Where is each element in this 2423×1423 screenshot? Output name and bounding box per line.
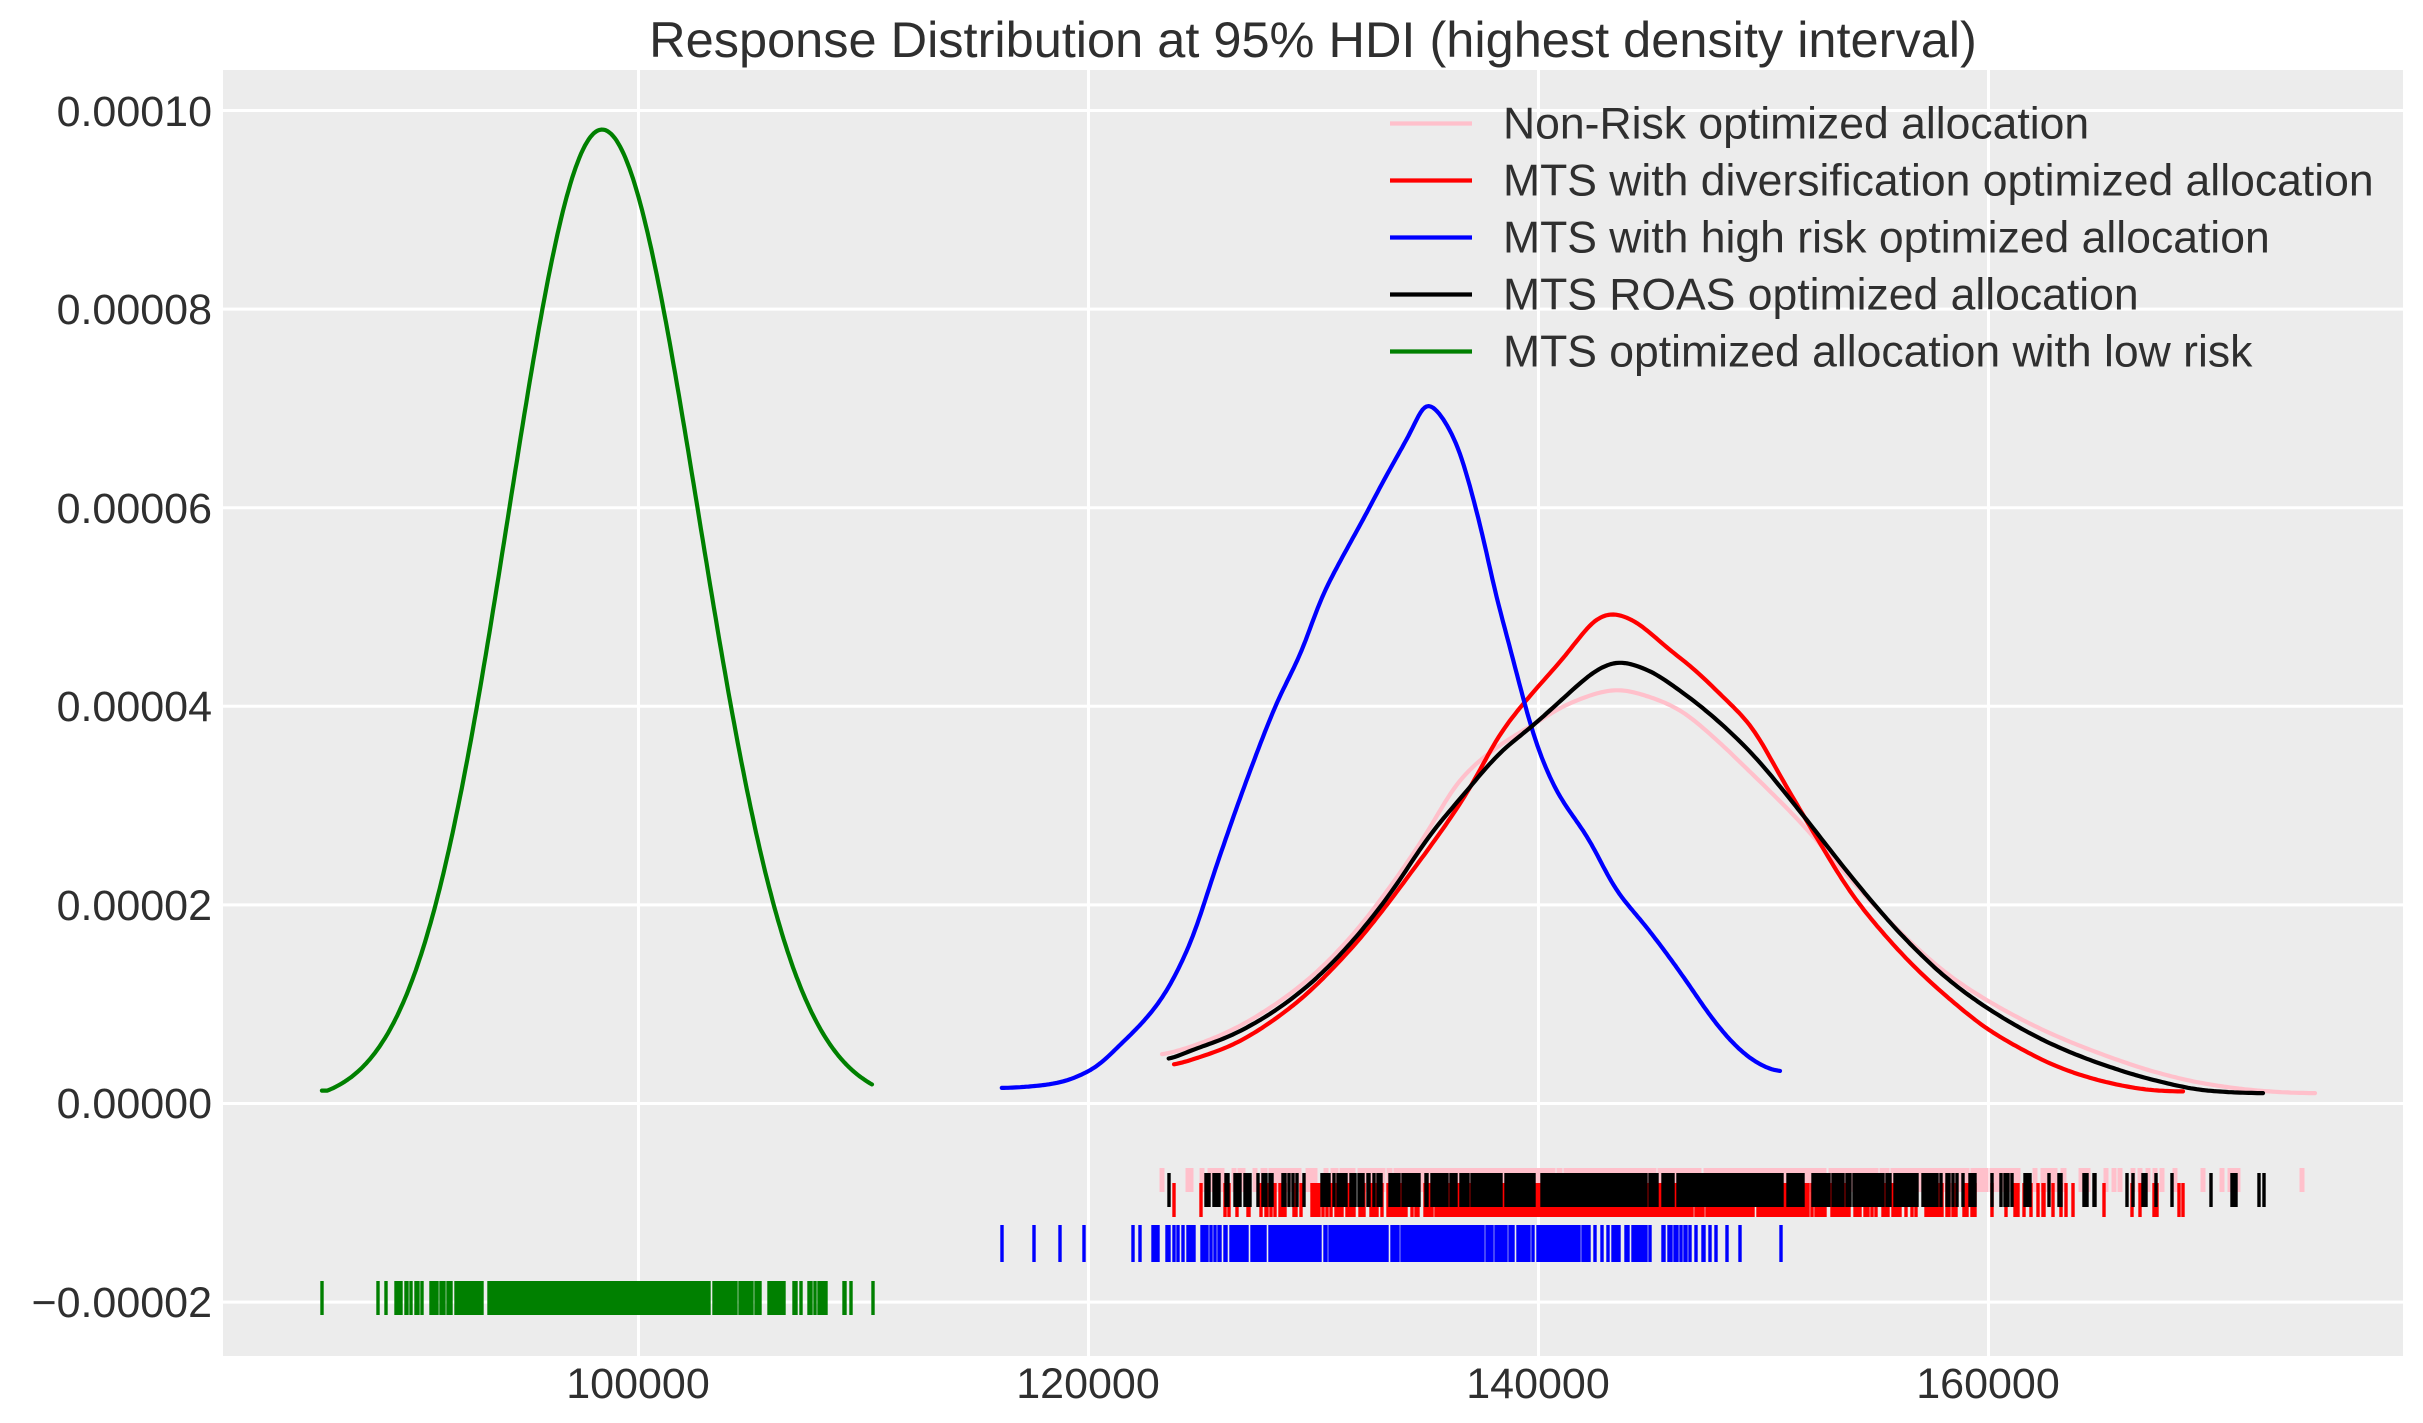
svg-text:Response Distribution at 95% H: Response Distribution at 95% HDI (highes… — [649, 11, 1977, 68]
svg-text:0.00004: 0.00004 — [57, 683, 212, 731]
svg-text:0.00008: 0.00008 — [57, 286, 212, 334]
svg-text:MTS optimized allocation with: MTS optimized allocation with low risk — [1503, 328, 2253, 377]
svg-text:160000: 160000 — [1916, 1360, 2060, 1408]
svg-text:0.00006: 0.00006 — [57, 485, 212, 533]
svg-text:100000: 100000 — [566, 1360, 710, 1408]
svg-text:140000: 140000 — [1466, 1360, 1610, 1408]
svg-text:0.00000: 0.00000 — [57, 1080, 212, 1128]
svg-text:MTS ROAS optimized allocation: MTS ROAS optimized allocation — [1503, 271, 2139, 320]
svg-text:0.00002: 0.00002 — [57, 882, 212, 930]
svg-text:−0.00002: −0.00002 — [31, 1279, 212, 1327]
svg-text:0.00010: 0.00010 — [57, 88, 212, 136]
svg-text:MTS with diversification optim: MTS with diversification optimized alloc… — [1503, 157, 2374, 206]
svg-text:120000: 120000 — [1016, 1360, 1160, 1408]
svg-text:MTS with high risk optimized a: MTS with high risk optimized allocation — [1503, 214, 2270, 263]
svg-text:Non-Risk optimized allocation: Non-Risk optimized allocation — [1503, 100, 2089, 149]
